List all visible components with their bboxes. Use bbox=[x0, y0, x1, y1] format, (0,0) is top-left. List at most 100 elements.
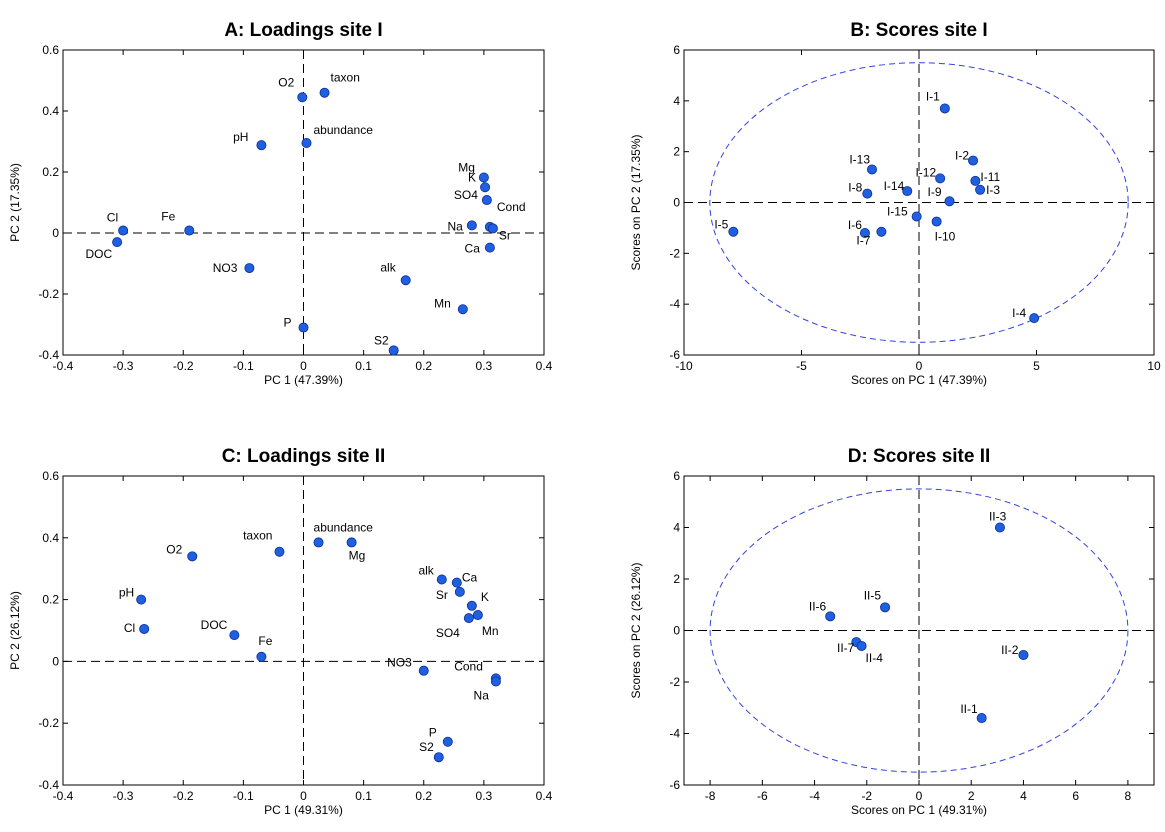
data-point bbox=[911, 211, 922, 222]
point-label: pH bbox=[119, 586, 134, 600]
y-tick-label: 0 bbox=[52, 226, 59, 240]
data-point bbox=[319, 87, 330, 98]
x-tick-label: -0.4 bbox=[53, 359, 74, 373]
y-tick-label: 0 bbox=[673, 196, 680, 210]
x-tick-label: 0.4 bbox=[536, 359, 553, 373]
x-tick-label: 0 bbox=[916, 359, 923, 373]
x-tick-label: 8 bbox=[1125, 789, 1132, 803]
data-point bbox=[876, 226, 887, 237]
y-tick-label: -2 bbox=[669, 675, 680, 689]
point-label: K bbox=[468, 170, 476, 184]
x-tick-label: 10 bbox=[1147, 359, 1161, 373]
data-point bbox=[478, 172, 489, 183]
x-axis-label: PC 1 (47.39%) bbox=[264, 373, 343, 387]
x-tick-label: 2 bbox=[968, 789, 975, 803]
y-tick-label: 0.6 bbox=[42, 469, 59, 483]
point-label: O2 bbox=[166, 542, 182, 556]
point-label: II-3 bbox=[989, 510, 1007, 524]
data-point bbox=[388, 345, 399, 356]
point-label: II-5 bbox=[864, 588, 882, 602]
point-label: I-14 bbox=[884, 179, 905, 193]
point-label: I-11 bbox=[980, 170, 1000, 184]
confidence-ellipse bbox=[709, 488, 1129, 773]
point-label: Mg bbox=[458, 160, 475, 174]
point-label: I-4 bbox=[1012, 306, 1026, 320]
point-label: Fe bbox=[161, 210, 175, 224]
point-label: I-10 bbox=[935, 230, 956, 244]
point-label: K bbox=[481, 590, 489, 604]
data-point bbox=[902, 186, 913, 197]
data-point bbox=[466, 220, 477, 231]
data-point bbox=[931, 216, 942, 227]
x-axis-label: Scores on PC 1 (47.39%) bbox=[851, 373, 987, 387]
data-point bbox=[256, 651, 267, 662]
data-point bbox=[118, 225, 129, 236]
y-tick-label: 0 bbox=[673, 624, 680, 638]
point-label: abundance bbox=[314, 123, 374, 137]
panel-0: A: Loadings site I -0.4 -0.3 -0.2 -0.1 0 0.1 0.… bbox=[8, 20, 553, 387]
data-point bbox=[229, 630, 240, 641]
x-tick-label: 6 bbox=[1072, 789, 1079, 803]
data-point bbox=[256, 140, 267, 151]
point-label: II-1 bbox=[960, 702, 978, 716]
point-label: DOC bbox=[201, 618, 228, 632]
data-point bbox=[346, 537, 357, 548]
data-point bbox=[862, 188, 873, 199]
x-tick-label: 0.1 bbox=[355, 789, 372, 803]
point-label: S2 bbox=[419, 740, 434, 754]
data-point bbox=[484, 242, 495, 253]
y-tick-label: 0.4 bbox=[42, 104, 59, 118]
x-tick-label: -2 bbox=[861, 789, 872, 803]
data-point bbox=[436, 574, 447, 585]
x-axis-label: PC 1 (49.31%) bbox=[264, 803, 343, 817]
y-tick-label: -4 bbox=[669, 727, 680, 741]
data-point bbox=[463, 613, 474, 624]
x-tick-label: -0.2 bbox=[173, 789, 194, 803]
data-point bbox=[480, 182, 491, 193]
data-point bbox=[244, 263, 255, 274]
point-label: SO4 bbox=[454, 188, 478, 202]
point-label: Mg bbox=[349, 548, 366, 562]
point-label: I-15 bbox=[887, 204, 908, 218]
panel-3: D: Scores site II -8 -6 -4 -2 0 2 4 6 8 -6 -4 -2 0 2 4 6… bbox=[629, 446, 1155, 817]
point-label: Cl bbox=[124, 621, 135, 635]
point-label: II-7 bbox=[837, 641, 855, 655]
data-point bbox=[274, 546, 285, 557]
x-tick-label: 0.3 bbox=[476, 359, 493, 373]
point-label: abundance bbox=[314, 520, 374, 534]
data-point bbox=[481, 195, 492, 206]
data-point bbox=[187, 551, 198, 562]
data-point bbox=[944, 196, 955, 207]
point-label: alk bbox=[418, 564, 434, 578]
y-tick-label: -0.2 bbox=[38, 716, 59, 730]
point-label: I-1 bbox=[926, 89, 940, 103]
data-point bbox=[825, 611, 836, 622]
y-tick-label: -6 bbox=[669, 348, 680, 362]
data-point bbox=[454, 586, 465, 597]
point-label: alk bbox=[380, 260, 396, 274]
data-point bbox=[867, 164, 878, 175]
y-tick-label: -4 bbox=[669, 297, 680, 311]
point-label: P bbox=[283, 316, 291, 330]
data-point bbox=[433, 752, 444, 763]
x-tick-label: -0.1 bbox=[233, 789, 254, 803]
confidence-ellipse bbox=[709, 62, 1129, 343]
x-tick-label: 0.4 bbox=[536, 789, 553, 803]
y-axis-label: Scores on PC 2 (26.12%) bbox=[629, 562, 643, 698]
y-tick-label: -6 bbox=[669, 778, 680, 792]
y-axis-label: PC 2 (17.35%) bbox=[8, 163, 22, 242]
data-point bbox=[112, 237, 123, 248]
data-point bbox=[313, 537, 324, 548]
data-point bbox=[939, 103, 950, 114]
point-label: II-2 bbox=[1001, 643, 1019, 657]
panel-2: C: Loadings site II -0.4 -0.3 -0.2 -0.1 0 0.1 0… bbox=[8, 446, 553, 817]
data-point bbox=[935, 173, 946, 184]
x-tick-label: 0 bbox=[300, 359, 307, 373]
x-tick-label: 0 bbox=[300, 789, 307, 803]
point-label: NO3 bbox=[387, 656, 412, 670]
data-point bbox=[490, 676, 501, 687]
x-tick-label: 0.1 bbox=[355, 359, 372, 373]
point-label: I-8 bbox=[848, 181, 862, 195]
x-tick-label: 0.2 bbox=[415, 359, 432, 373]
data-point bbox=[418, 665, 429, 676]
